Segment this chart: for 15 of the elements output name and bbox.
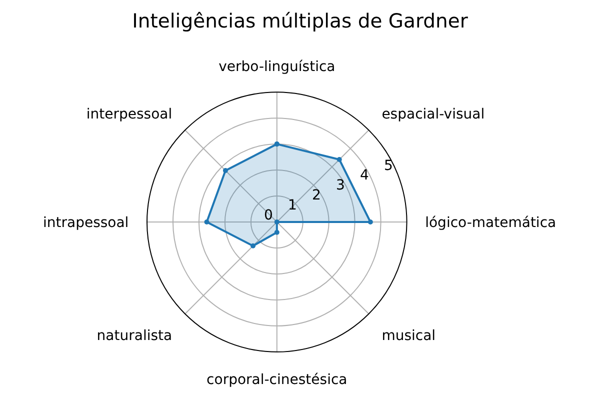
spoke-label: lógico-matemática [425, 214, 556, 231]
chart-title: Inteligências múltiplas de Gardner [132, 10, 469, 33]
y-tick-label: 1 [288, 198, 297, 214]
y-tick-label: 4 [360, 168, 370, 184]
spoke-label: musical [382, 328, 436, 344]
spoke-label: intrapessoal [42, 214, 129, 231]
y-tick-label: 0 [264, 207, 273, 224]
y-tick-label: 3 [336, 178, 345, 194]
spoke-label: naturalista [96, 328, 172, 344]
y-tick-label: 5 [384, 158, 393, 174]
spoke-label: corporal-cinestésica [206, 372, 348, 388]
spoke-label: verbo-linguística [218, 59, 336, 75]
y-tick-label: 2 [312, 188, 321, 204]
spoke-label: interpessoal [86, 106, 172, 123]
spoke-label: espacial-visual [382, 106, 485, 123]
